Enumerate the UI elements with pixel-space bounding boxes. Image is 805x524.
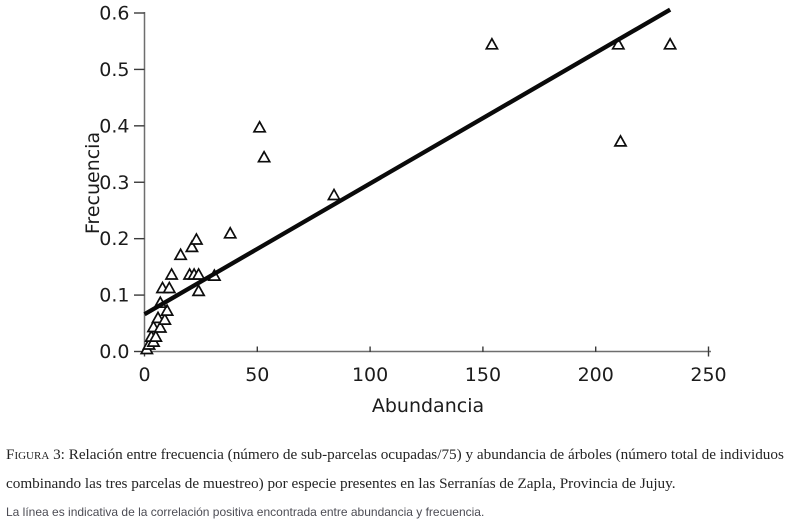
x-tick-label: 150	[465, 364, 501, 386]
data-point	[148, 329, 163, 342]
data-point	[160, 303, 175, 316]
trend-layer	[143, 7, 672, 317]
data-point	[326, 187, 342, 201]
x-tick-label: 50	[245, 364, 269, 386]
data-point	[173, 247, 188, 261]
scatter-chart: 0 50 100 150 200 250 0.0 0.1 0.2 0.3 0.4 0.5 0.6 Abu…	[82, 3, 727, 418]
data-point	[663, 37, 678, 50]
caption-note: La línea es indicativa de la correlación…	[6, 505, 485, 519]
y-tick-label: 0.2	[99, 228, 129, 250]
scatter-plot-svg: 0 50 100 150 200 250 0.0 0.1 0.2 0.3 0.4 0.5 0.6 Abu…	[82, 3, 727, 418]
data-point	[611, 37, 626, 50]
y-tick-label: 0.4	[99, 115, 129, 137]
y-tick-label: 0.1	[99, 285, 129, 307]
caption-line-1-text: Relación entre frecuencia (número de sub…	[68, 446, 784, 463]
marker-layer	[139, 37, 678, 355]
caption-line-1: Figura 3: Relación entre frecuencia (núm…	[6, 440, 799, 469]
x-tick-label: 0	[138, 364, 150, 386]
data-point	[191, 267, 206, 280]
data-point	[613, 134, 628, 147]
data-point	[252, 120, 267, 133]
data-point	[191, 283, 206, 297]
caption-line-2: combinando las tres parcelas de muestreo…	[6, 475, 676, 492]
data-point	[153, 320, 168, 333]
data-point	[157, 312, 172, 325]
x-axis-title: Abundancia	[372, 395, 484, 417]
y-tick-label: 0.6	[99, 3, 129, 25]
data-point	[164, 267, 179, 280]
x-tick-label: 250	[690, 364, 726, 386]
data-point	[257, 149, 272, 163]
y-tick-label: 0.5	[99, 59, 129, 81]
data-point	[184, 239, 199, 253]
data-point	[223, 226, 238, 239]
data-point	[484, 37, 499, 50]
y-axis-title: Frecuencia	[82, 132, 104, 234]
x-tick-label: 100	[352, 364, 388, 386]
caption-figure-label: Figura 3:	[6, 446, 65, 463]
y-tick-label: 0.3	[99, 172, 129, 194]
figure-caption: Figura 3: Relación entre frecuencia (núm…	[6, 440, 799, 520]
y-tick-label: 0.0	[99, 341, 129, 363]
x-tick-label: 200	[578, 364, 614, 386]
axes-layer: 0 50 100 150 200 250 0.0 0.1 0.2 0.3 0.4 0.5 0.6	[99, 3, 726, 387]
data-point	[162, 280, 177, 294]
data-point	[189, 232, 204, 245]
trend-line	[143, 7, 672, 317]
